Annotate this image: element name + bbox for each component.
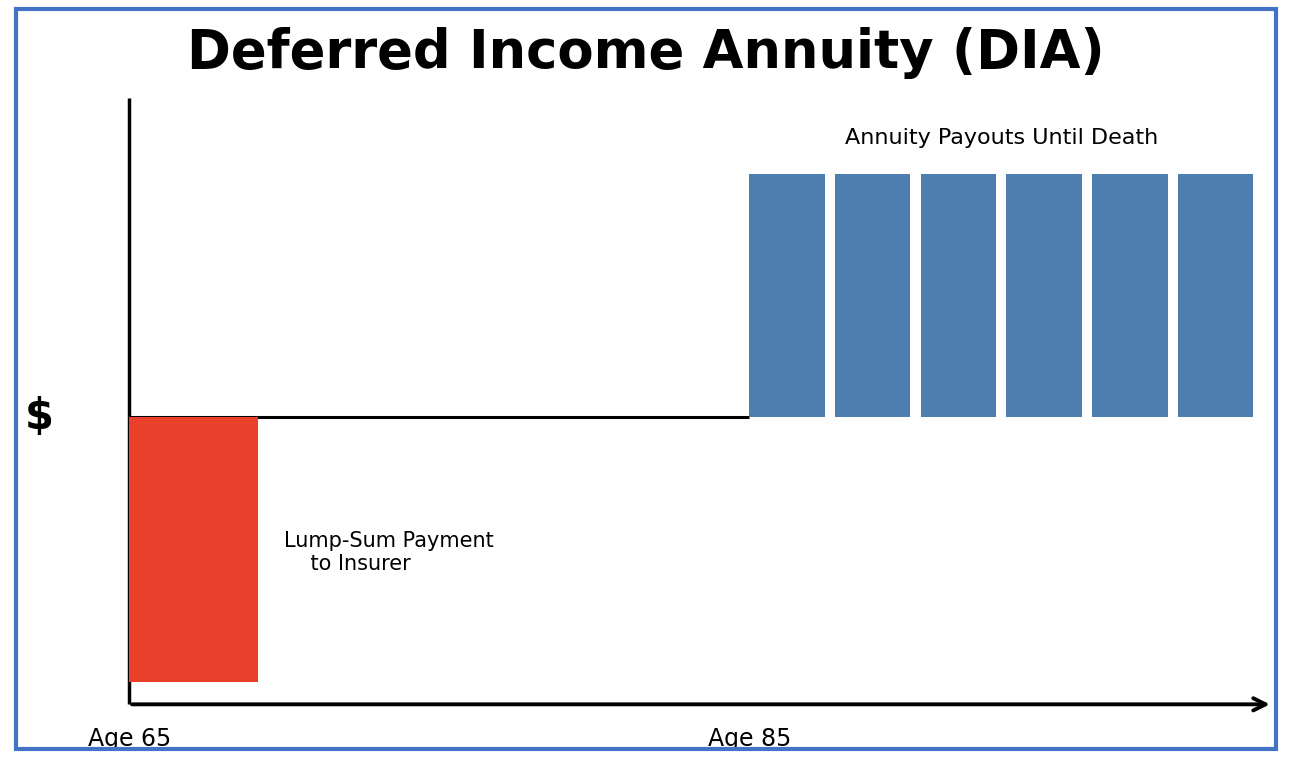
Bar — [1178, 174, 1253, 417]
Text: Lump-Sum Payment
    to Insurer: Lump-Sum Payment to Insurer — [284, 531, 494, 575]
Text: Deferred Income Annuity (DIA): Deferred Income Annuity (DIA) — [187, 27, 1105, 79]
Bar — [835, 174, 911, 417]
Text: Age 85: Age 85 — [708, 727, 791, 751]
Bar — [129, 417, 258, 681]
Text: Annuity Payouts Until Death: Annuity Payouts Until Death — [845, 127, 1158, 148]
Bar — [1092, 174, 1168, 417]
Bar — [921, 174, 996, 417]
Text: $: $ — [25, 396, 53, 437]
Bar — [1006, 174, 1081, 417]
Text: Age 65: Age 65 — [88, 727, 171, 751]
Bar — [749, 174, 824, 417]
